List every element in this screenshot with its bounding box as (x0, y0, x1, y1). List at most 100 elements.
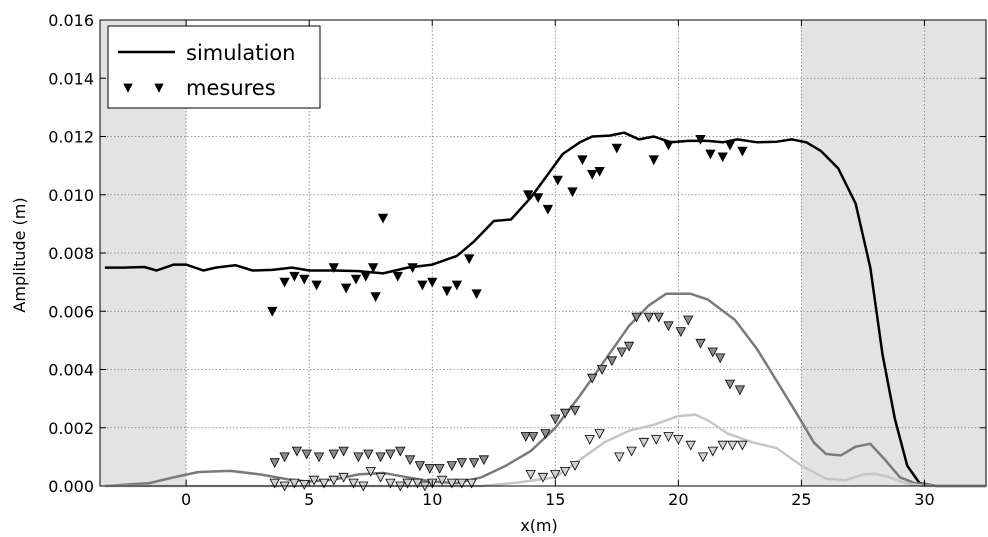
measurement-point (471, 289, 482, 300)
measurement-point (424, 464, 435, 474)
measurement-point (626, 446, 637, 457)
measurement-point (537, 472, 549, 483)
measurement-point (532, 193, 544, 204)
measurement-point (279, 452, 290, 463)
measurement-point (525, 470, 536, 480)
measurement-point (451, 280, 463, 291)
measurement-point (717, 440, 728, 451)
measurement-point (623, 341, 635, 352)
measurement-point (737, 440, 748, 451)
measurement-point (478, 455, 490, 466)
x-tick-label: 0 (181, 490, 191, 509)
measurement-point (616, 347, 627, 358)
measurement-point (520, 432, 531, 442)
x-tick-label: 15 (545, 490, 565, 509)
measurement-point (550, 470, 561, 480)
measurement-point (559, 467, 571, 477)
measurement-point (338, 472, 349, 483)
legend-label-simulation: simulation (186, 41, 295, 65)
measurement-point (348, 478, 359, 489)
measurement-point (328, 263, 339, 273)
measurement-point (392, 271, 403, 282)
measurement-point (683, 315, 694, 326)
measurement-point (289, 478, 300, 489)
measurement-point (427, 277, 438, 288)
measurement-point (350, 274, 362, 285)
measurement-point (269, 458, 280, 469)
measurement-point (552, 175, 563, 186)
measurement-point (464, 254, 475, 265)
measurement-point (648, 155, 659, 166)
simulation-line-3 (104, 413, 986, 488)
measurement-series-1 (267, 135, 748, 317)
measurement-point (611, 143, 622, 154)
measurement-point (606, 356, 618, 367)
measurement-point (697, 452, 709, 463)
measurement-point (417, 280, 428, 291)
measurement-point (456, 478, 467, 489)
measurement-point (468, 458, 480, 469)
y-tick-label: 0.004 (48, 361, 94, 380)
measurement-point (638, 437, 650, 448)
measurement-point (436, 475, 448, 486)
legend-marker-swatch (154, 83, 164, 93)
measurement-point (734, 385, 746, 396)
ticks: 0 5 10 15 20 25 30 0.000 0.002 0.004 0.006 0.008 0.0… (48, 11, 986, 509)
measurement-point (528, 432, 539, 442)
measurement-series-2 (269, 312, 746, 474)
measurement-point (584, 435, 595, 445)
simulation-line-1 (104, 131, 986, 488)
measurement-point (651, 435, 662, 445)
x-tick-label: 30 (914, 490, 934, 509)
measurement-point (594, 167, 605, 177)
y-axis-label: Amplitude (m) (10, 197, 29, 312)
measurement-point (299, 480, 310, 490)
measurement-point (446, 461, 458, 471)
measurement-point (407, 263, 418, 273)
legend-box (107, 25, 321, 109)
measurement-point (559, 408, 571, 419)
measurement-point (446, 478, 458, 489)
y-tick-label: 0.008 (48, 244, 94, 263)
measurement-point (279, 277, 290, 288)
data-series (104, 131, 986, 492)
measurement-point (353, 452, 364, 463)
measurement-point (695, 338, 706, 349)
measurement-point (311, 280, 322, 291)
measurement-point (540, 429, 551, 439)
measurement-point (377, 213, 389, 224)
measurement-point (685, 440, 696, 451)
measurement-point (577, 155, 588, 166)
measurement-point (404, 455, 416, 466)
measurement-point (340, 283, 352, 294)
measurement-point (370, 292, 381, 303)
measurement-point (368, 263, 379, 273)
measurement-point (434, 464, 445, 474)
measurement-point (291, 446, 303, 457)
measurement-point (717, 152, 728, 163)
measurement-point (456, 458, 467, 469)
measurement-point (596, 365, 608, 375)
measurement-point (414, 461, 426, 471)
measurement-point (395, 446, 406, 457)
measurement-point (466, 478, 477, 489)
y-tick-label: 0.014 (48, 69, 94, 88)
measurement-point (724, 140, 736, 151)
measurement-point (663, 432, 674, 442)
measurement-point (614, 452, 625, 463)
measurement-point (289, 271, 300, 282)
measurement-point (363, 449, 374, 460)
measurement-point (313, 452, 325, 463)
x-tick-label: 10 (422, 490, 442, 509)
legend-label-mesures: mesures (186, 76, 276, 100)
measurement-point (360, 271, 371, 282)
x-tick-label: 5 (304, 490, 314, 509)
measurement-point (737, 146, 748, 157)
y-tick-label: 0.010 (48, 186, 94, 205)
measurement-point (569, 405, 581, 416)
legend-marker-swatch (123, 83, 133, 93)
measurement-point (308, 475, 320, 486)
measurement-point (318, 478, 330, 489)
measurement-point (587, 170, 598, 180)
